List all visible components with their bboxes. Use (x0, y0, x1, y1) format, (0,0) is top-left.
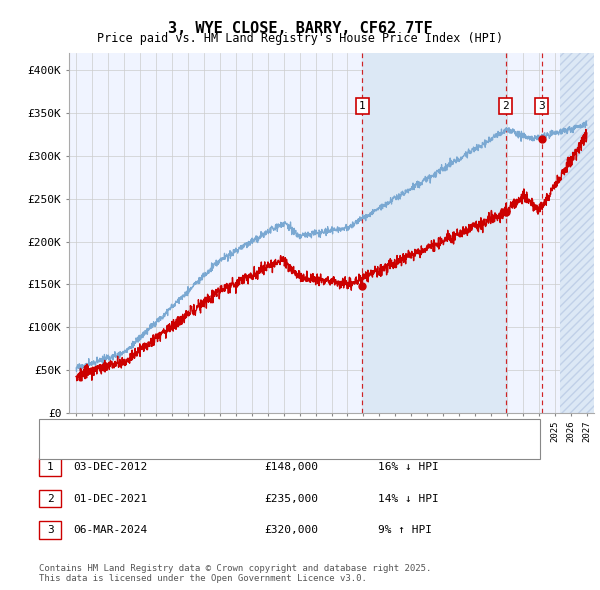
Text: 2: 2 (502, 101, 509, 112)
Text: 01-DEC-2021: 01-DEC-2021 (73, 494, 148, 503)
Text: 16% ↓ HPI: 16% ↓ HPI (378, 463, 439, 472)
Text: £148,000: £148,000 (264, 463, 318, 472)
Text: 1: 1 (359, 101, 365, 112)
Text: 14% ↓ HPI: 14% ↓ HPI (378, 494, 439, 503)
Text: 1: 1 (47, 463, 53, 472)
Text: 3: 3 (538, 101, 545, 112)
Text: 3, WYE CLOSE, BARRY, CF62 7TF: 3, WYE CLOSE, BARRY, CF62 7TF (167, 21, 433, 35)
Text: £320,000: £320,000 (264, 525, 318, 535)
Text: 9% ↑ HPI: 9% ↑ HPI (378, 525, 432, 535)
Bar (362, 53, 506, 413)
Text: 06-MAR-2024: 06-MAR-2024 (73, 525, 148, 535)
Text: 3, WYE CLOSE, BARRY, CF62 7TF (semi-detached house): 3, WYE CLOSE, BARRY, CF62 7TF (semi-deta… (87, 425, 406, 435)
Text: Price paid vs. HM Land Registry's House Price Index (HPI): Price paid vs. HM Land Registry's House … (97, 32, 503, 45)
Text: HPI: Average price, semi-detached house, Vale of Glamorgan: HPI: Average price, semi-detached house,… (87, 443, 449, 453)
Text: £235,000: £235,000 (264, 494, 318, 503)
Text: Contains HM Land Registry data © Crown copyright and database right 2025.
This d: Contains HM Land Registry data © Crown c… (39, 563, 431, 583)
Text: 3: 3 (47, 525, 53, 535)
Text: 03-DEC-2012: 03-DEC-2012 (73, 463, 148, 472)
Text: 2: 2 (47, 494, 53, 503)
Bar (560, 53, 595, 413)
